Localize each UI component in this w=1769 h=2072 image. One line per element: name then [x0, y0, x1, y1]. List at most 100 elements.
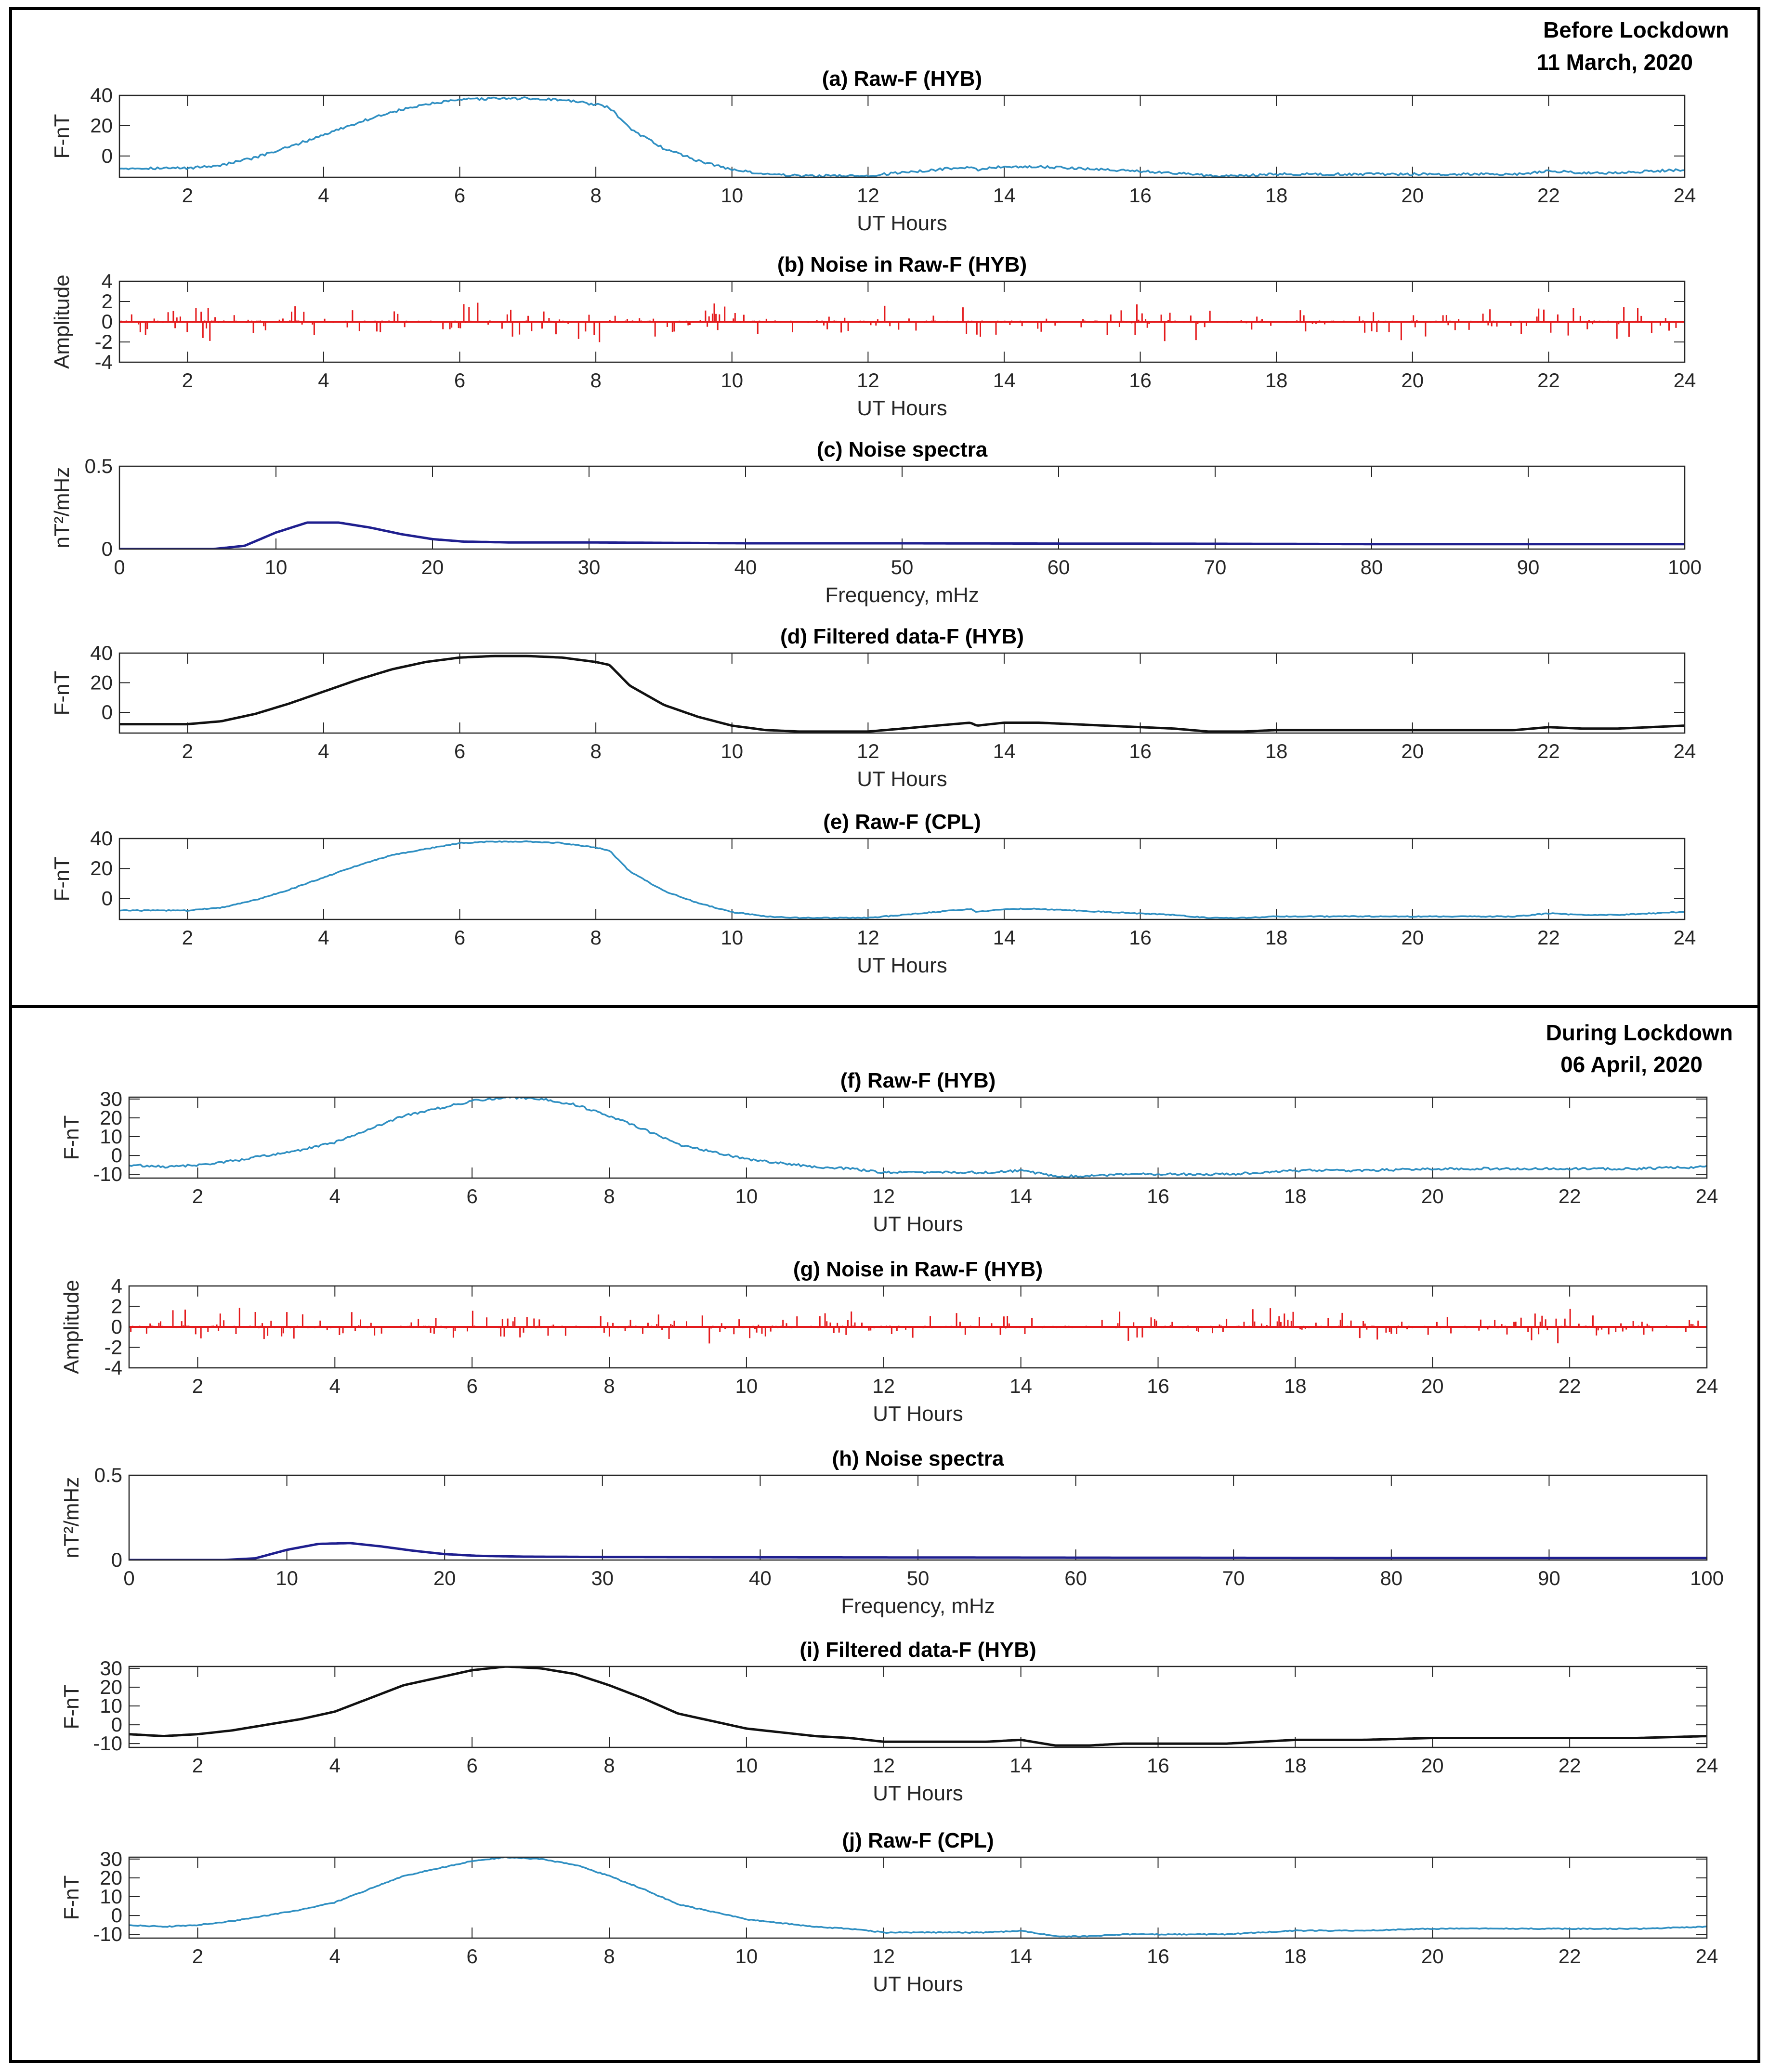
series-group-h: [129, 1542, 1707, 1560]
x-tick-label-d: 12: [857, 740, 879, 762]
x-tick-label-e: 2: [182, 926, 193, 949]
y-tick-label-g: 4: [111, 1274, 122, 1297]
data-series-h: [129, 1542, 1707, 1560]
chart-panel-c: (c) Noise spectra nT²/mHz Frequency, mHz 0 1…: [50, 438, 1702, 607]
chart-title-a: (a) Raw-F (HYB): [822, 67, 982, 91]
x-tick-label-f: 10: [735, 1185, 758, 1207]
y-tick-label-f: 30: [100, 1088, 122, 1110]
x-tick-label-h: 20: [433, 1567, 456, 1589]
y-tick-label-i: 20: [100, 1676, 122, 1698]
y-tick-label-h: 0.5: [94, 1464, 122, 1486]
x-axis-label-g: UT Hours: [873, 1402, 963, 1426]
x-tick-label-j: 24: [1696, 1945, 1718, 1967]
y-tick-label-j: 20: [100, 1866, 122, 1889]
y-axis-label-j: F-nT: [60, 1875, 83, 1920]
y-axis-label-g: Amplitude: [60, 1280, 83, 1374]
chart-title-g: (g) Noise in Raw-F (HYB): [793, 1258, 1043, 1281]
x-tick-label-h: 100: [1690, 1567, 1724, 1589]
x-axis-label-f: UT Hours: [873, 1212, 963, 1236]
x-tick-label-b: 8: [590, 369, 601, 392]
x-tick-label-j: 8: [603, 1945, 615, 1967]
data-series-d: [119, 655, 1685, 733]
x-tick-label-g: 16: [1147, 1375, 1169, 1397]
x-tick-label-h: 90: [1538, 1567, 1560, 1589]
chart-title-b: (b) Noise in Raw-F (HYB): [777, 253, 1027, 276]
x-tick-label-a: 6: [454, 184, 465, 207]
series-group-i: [129, 1666, 1707, 1747]
section-frame-during: [9, 1005, 1760, 2063]
y-tick-label-g: 2: [111, 1295, 122, 1318]
chart-panel-h: (h) Noise spectra nT²/mHz Frequency, mHz 0 1…: [60, 1447, 1724, 1618]
y-axis-label-h: nT²/mHz: [60, 1477, 83, 1559]
x-tick-label-c: 20: [421, 556, 444, 578]
x-tick-label-j: 14: [1009, 1945, 1032, 1967]
x-tick-label-b: 24: [1674, 369, 1696, 392]
chart-title-e: (e) Raw-F (CPL): [823, 810, 981, 834]
x-tick-label-e: 10: [721, 926, 743, 949]
y-tick-label-b: -2: [95, 330, 113, 353]
y-tick-label-g: 0: [111, 1315, 122, 1338]
x-tick-label-c: 70: [1204, 556, 1227, 578]
y-tick-label-f: -10: [93, 1163, 122, 1185]
x-tick-label-i: 6: [466, 1754, 477, 1777]
x-tick-label-g: 6: [466, 1375, 477, 1397]
x-tick-label-f: 6: [466, 1185, 477, 1207]
y-tick-label-d: 40: [90, 642, 113, 664]
x-tick-label-e: 18: [1265, 926, 1288, 949]
x-tick-label-d: 14: [993, 740, 1016, 762]
x-tick-label-b: 14: [993, 369, 1016, 392]
x-tick-label-d: 6: [454, 740, 465, 762]
x-tick-label-b: 18: [1265, 369, 1288, 392]
y-tick-label-b: 4: [102, 270, 113, 292]
x-tick-label-i: 20: [1421, 1754, 1444, 1777]
plot-box-d: [118, 652, 1686, 734]
plot-box-j: [128, 1856, 1708, 1939]
data-series-a: [119, 96, 1685, 177]
y-tick-label-a: 40: [90, 84, 113, 106]
plot-box-g: [128, 1285, 1708, 1369]
section-heading-during: During Lockdown: [1546, 1020, 1733, 1045]
chart-title-f: (f) Raw-F (HYB): [840, 1069, 996, 1092]
x-tick-label-j: 16: [1147, 1945, 1169, 1967]
chart-title-j: (j) Raw-F (CPL): [842, 1829, 994, 1852]
y-tick-label-f: 0: [111, 1144, 122, 1167]
x-axis-label-c: Frequency, mHz: [825, 583, 979, 607]
data-series-e: [119, 840, 1685, 919]
x-tick-label-e: 16: [1129, 926, 1152, 949]
x-tick-label-e: 4: [318, 926, 329, 949]
x-tick-label-f: 16: [1147, 1185, 1169, 1207]
y-tick-label-h: 0: [111, 1548, 122, 1571]
x-axis-label-h: Frequency, mHz: [841, 1594, 995, 1618]
x-tick-label-c: 90: [1517, 556, 1540, 578]
x-tick-label-a: 24: [1674, 184, 1696, 207]
x-tick-label-h: 80: [1380, 1567, 1402, 1589]
chart-panel-b: (b) Noise in Raw-F (HYB) Amplitude UT Hour…: [50, 253, 1696, 420]
data-series-i: [129, 1666, 1707, 1747]
y-tick-label-g: -2: [105, 1336, 122, 1359]
x-tick-label-a: 14: [993, 184, 1016, 207]
data-series-f: [129, 1097, 1707, 1178]
x-tick-label-d: 2: [182, 740, 193, 762]
x-tick-label-b: 6: [454, 369, 465, 392]
x-tick-label-f: 20: [1421, 1185, 1444, 1207]
y-tick-label-c: 0: [102, 538, 113, 560]
x-tick-label-h: 60: [1064, 1567, 1087, 1589]
x-tick-label-a: 8: [590, 184, 601, 207]
y-tick-label-b: 2: [102, 290, 113, 313]
section-date-before: 11 March, 2020: [1536, 50, 1693, 75]
y-tick-label-f: 10: [100, 1125, 122, 1148]
y-tick-label-e: 0: [102, 887, 113, 909]
x-tick-label-f: 8: [603, 1185, 615, 1207]
data-series-j: [129, 1857, 1707, 1938]
y-tick-label-j: -10: [93, 1923, 122, 1945]
series-group-g: [129, 1308, 1707, 1344]
y-tick-label-a: 0: [102, 144, 113, 167]
x-tick-label-d: 24: [1674, 740, 1696, 762]
x-tick-label-c: 50: [891, 556, 914, 578]
x-tick-label-a: 22: [1537, 184, 1560, 207]
x-tick-label-b: 10: [721, 369, 743, 392]
x-tick-label-i: 22: [1559, 1754, 1581, 1777]
x-tick-label-e: 22: [1537, 926, 1560, 949]
